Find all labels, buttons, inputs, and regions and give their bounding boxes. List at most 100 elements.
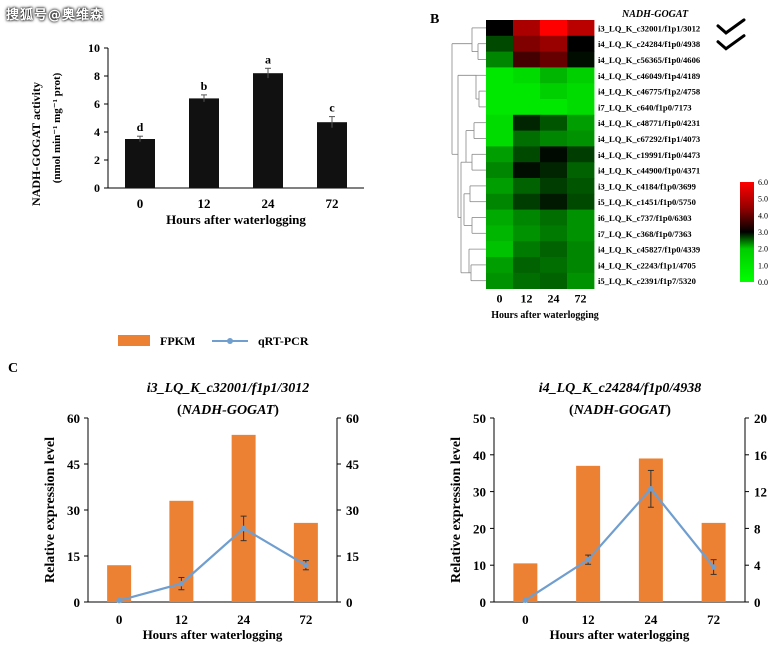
c2-title-gene: i4_LQ_K_c24284/f1p0/4938 [539,381,702,396]
heatmap-row-label: i4_LQ_K_c24284/f1p0/4938 [598,39,701,49]
heatmap-cell [540,83,568,100]
left-y-tick-label: 30 [67,503,80,518]
heatmap-cell [486,272,514,289]
heatmap-cell [567,51,595,68]
highlight-check-marks [716,18,746,51]
panel-a-x-tick-label: 72 [326,196,339,211]
qrt-pcr-point [522,597,529,603]
heatmap-cell [513,51,541,68]
panel-a-y-tick-label: 0 [94,181,100,195]
heatmap-cell [540,193,568,210]
x-tick-label: 12 [582,612,595,627]
heatmap-cell [567,130,595,147]
heatmap-cell [513,257,541,274]
heatmap-row-label: i4_LQ_K_c19991/f1p0/4473 [598,150,700,160]
left-y-tick-label: 15 [67,549,81,564]
panel-a-significance-letter: a [265,52,271,66]
color-scale-tick-label: 3.0 [758,228,768,237]
heatmap-cell [486,35,514,52]
heatmap-cell [540,130,568,147]
panel-a-y-tick-label: 8 [94,69,100,83]
heatmap-cell [540,241,568,258]
c2-title-protein-name: NADH-GOGAT [573,403,668,418]
heatmap-row-label: i3_LQ_K_c32001/f1p1/3012 [598,23,700,33]
heatmap-column-label: 0 [497,292,503,306]
panel-a-x-tick-label: 12 [198,196,211,211]
heatmap-row-label: i4_LQ_K_c46775/f1p2/4758 [598,87,701,97]
heatmap-row-label: i4_LQ_K_c48771/f1p0/4231 [598,118,700,128]
panel-b-label: B [430,12,439,27]
color-scale-tick-label: 6.0 [758,178,768,187]
right-y-tick-label: 30 [346,503,359,518]
x-axis-label: Hours after waterlogging [143,627,283,642]
heatmap-cell [513,67,541,84]
heatmap-row-label: i4_LQ_K_c46049/f1p4/4189 [598,71,700,81]
panel-a-x-tick-label: 24 [262,196,276,211]
x-tick-label: 24 [237,612,251,627]
heatmap-row-label: i6_LQ_K_c737/f1p0/6303 [598,213,692,223]
heatmap-cell [567,225,595,242]
right-y-tick-label: 45 [346,457,360,472]
heatmap-cell [567,257,595,274]
left-y-tick-label: 10 [473,558,486,573]
x-tick-label: 12 [175,612,188,627]
right-y-tick-label: 0 [346,595,353,610]
heatmap-cell [513,146,541,163]
heatmap-cell [567,241,595,258]
c2-title-protein: (NADH-GOGAT) [569,403,671,418]
panel-a-y-tick-label: 6 [94,97,100,111]
qrt-pcr-line [524,487,715,602]
heatmap-cell [513,193,541,210]
heatmap-cell [486,241,514,258]
qrt-pcr-point [240,525,247,532]
qrt-pcr-point [116,597,122,604]
heatmap-cell [540,272,568,289]
c1-title-gene: i3_LQ_K_c32001/f1p1/3012 [147,381,310,396]
heatmap-cell [540,178,568,195]
heatmap-cell [567,67,595,84]
qrt-pcr-point [303,562,309,568]
left-y-tick-label: 20 [473,521,486,536]
heatmap-row-label: i4_LQ_K_c2243/f1p1/4705 [598,260,696,270]
panel-a-bar [253,73,283,188]
heatmap-cell [486,225,514,242]
heatmap-cell [486,67,514,84]
heatmap-row-label: i4_LQ_K_c67292/f1p1/4073 [598,134,700,144]
left-y-tick-label: 45 [67,457,81,472]
heatmap-row-label: i4_LQ_K_c56365/f1p0/4606 [598,55,701,65]
heatmap-cell [486,257,514,274]
fpkm-bar [107,565,132,602]
heatmap-row-label: i7_LQ_K_c640/f1p0/7173 [598,102,692,112]
left-y-tick-label: 40 [473,448,486,463]
y-axis-label: Relative expression level [449,437,464,583]
panel-a-y-label-line1: NADH-GOGAT activity [29,82,43,206]
heatmap-cell [486,162,514,179]
heatmap-row-label: i4_LQ_K_c45827/f1p0/4339 [598,245,700,255]
heatmap-cell [486,209,514,226]
heatmap-row-label: i4_LQ_K_c44900/f1p0/4371 [598,166,700,176]
panel-c-label: C [8,361,18,376]
heatmap-row-label: i3_LQ_K_c4184/f1p0/3699 [598,181,696,191]
heatmap-cell [567,162,595,179]
qrt-pcr-line [118,527,307,602]
panel-a-y-tick-label: 4 [94,125,100,139]
panel-a-y-tick-label: 10 [88,41,100,55]
heatmap-cell [540,114,568,131]
panel-a-significance-letter: b [201,79,208,93]
heatmap-dendrogram [451,27,486,282]
heatmap-cell [486,20,514,37]
right-y-tick-label: 8 [754,521,761,536]
color-scale-tick-label: 2.0 [758,245,768,254]
heatmap-cell [513,162,541,179]
panel-c: C FPKM qRT-PCR i3_LQ_K_c32001/f1p1/3012 … [8,334,768,642]
color-scale-tick-label: 1.0 [758,261,768,270]
c1-title-protein: (NADH-GOGAT) [177,403,279,418]
right-y-tick-label: 60 [346,411,359,426]
heatmap-cell [486,130,514,147]
panel-a-bar [189,98,219,188]
heatmap-cell [540,51,568,68]
heatmap-cell [513,209,541,226]
heatmap-row-label: i7_LQ_K_c368/f1p0/7363 [598,229,692,239]
heatmap-cell [513,178,541,195]
